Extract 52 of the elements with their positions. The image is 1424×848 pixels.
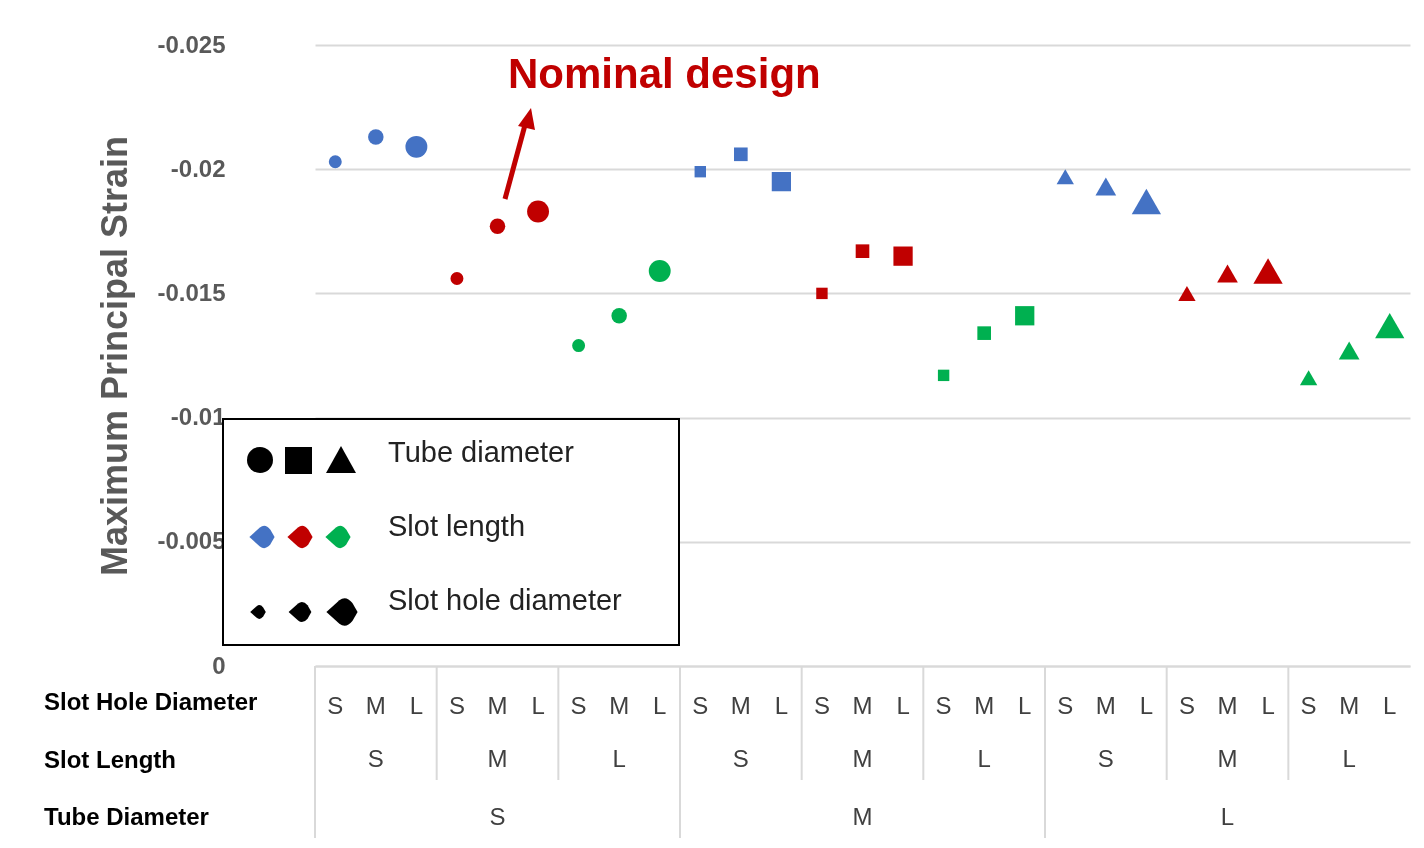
x-tick-label: L: [1018, 691, 1032, 719]
y-tick-label: 0: [212, 651, 226, 679]
legend-box: Tube diameter Slot length Slot hole diameter: [222, 418, 680, 646]
y-tick-label: -0.02: [170, 154, 226, 182]
text: S: [1097, 745, 1114, 772]
text: L: [1342, 745, 1356, 772]
x-tick-label: L: [896, 691, 910, 719]
text: Tube Diameter: [44, 803, 209, 830]
x-tick-label: M: [365, 691, 386, 719]
x-tick-label: S: [570, 691, 587, 719]
x-tick-label: M: [1217, 691, 1238, 719]
text: Slot Length: [44, 745, 176, 773]
x-tick-label: S: [448, 691, 465, 719]
x-tick-label: L: [409, 691, 424, 719]
x-tick-label: L: [1139, 691, 1154, 719]
x-tick-label: M: [609, 691, 630, 719]
text: M: [852, 803, 873, 830]
x-tick-label: S: [935, 691, 952, 719]
text: L: [977, 745, 991, 772]
text: M: [1217, 745, 1238, 772]
x-tick-label: L: [774, 691, 789, 719]
x-tick-label: M: [852, 691, 873, 719]
x-tick-label: S: [692, 691, 709, 719]
annotation: Slot hole diameter: [388, 584, 622, 617]
annotation: Slot length: [388, 510, 526, 543]
x-tick-label: S: [1178, 691, 1195, 719]
x-tick-label: S: [813, 691, 830, 719]
text: M: [487, 745, 508, 772]
text: S: [489, 803, 506, 830]
y-tick-label: -0.015: [157, 278, 226, 306]
text: L: [1220, 803, 1235, 830]
text: S: [367, 745, 384, 772]
annotation: Nominal design: [508, 50, 821, 97]
x-tick-label: M: [487, 691, 508, 719]
x-tick-label: M: [730, 691, 751, 719]
annotation: Tube diameter: [388, 436, 574, 469]
x-tick-label: L: [1383, 691, 1397, 719]
x-tick-label: M: [974, 691, 995, 719]
x-tick-label: M: [1095, 691, 1116, 719]
text: S: [732, 745, 749, 772]
x-tick-label: L: [653, 691, 667, 719]
x-tick-label: S: [1057, 691, 1074, 719]
x-tick-label: M: [1339, 691, 1360, 719]
y-tick-label: -0.025: [157, 30, 226, 58]
x-tick-label: L: [1261, 691, 1275, 719]
y-axis-title: Maximum Principal Strain: [94, 135, 136, 577]
x-tick-label: S: [1300, 691, 1317, 719]
x-tick-label: S: [327, 691, 344, 719]
x-tick-label: L: [531, 691, 545, 719]
text: M: [852, 745, 873, 772]
text: L: [612, 745, 626, 772]
text: Slot Hole Diameter: [44, 688, 258, 715]
